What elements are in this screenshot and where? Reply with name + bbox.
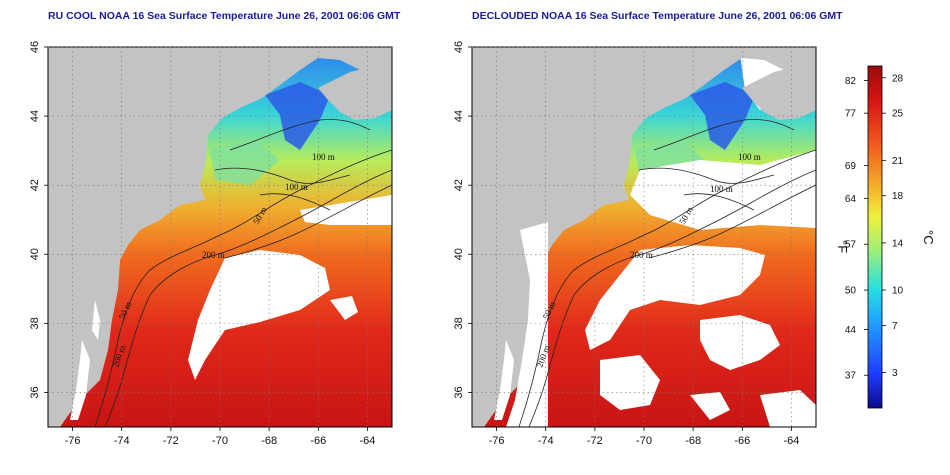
coastline-land xyxy=(48,47,392,427)
cloud-mask xyxy=(630,150,816,230)
lat-tick-label: 38 xyxy=(453,317,465,329)
celsius-unit-label: °C xyxy=(921,230,936,245)
cloud-mask xyxy=(700,315,780,370)
no-data-area xyxy=(506,222,548,427)
lon-tick-label: -68 xyxy=(261,435,277,447)
lon-tick-label: -76 xyxy=(65,435,81,447)
bay-water xyxy=(92,300,100,340)
lon-tick-label: -64 xyxy=(359,435,375,447)
cold-water-patch xyxy=(690,82,755,150)
celsius-tick-label: 25 xyxy=(892,109,904,120)
celsius-tick-label: 28 xyxy=(892,73,904,84)
lon-tick-label: -64 xyxy=(783,435,799,447)
lon-tick-label: -66 xyxy=(310,435,326,447)
mid-temp-patch xyxy=(210,140,280,185)
celsius-tick-label: 18 xyxy=(892,191,904,202)
lat-tick-label: 42 xyxy=(453,179,465,191)
lat-tick-label: 44 xyxy=(453,110,465,122)
lat-tick-label: 36 xyxy=(29,386,41,398)
fahrenheit-tick-label: 82 xyxy=(845,76,857,87)
celsius-tick-label: 21 xyxy=(892,156,904,167)
right-panel-title: DECLOUDED NOAA 16 Sea Surface Temperatur… xyxy=(472,10,843,22)
lat-tick-label: 38 xyxy=(29,317,41,329)
fahrenheit-tick-label: 77 xyxy=(845,109,857,120)
cloud-mask xyxy=(585,245,765,350)
lat-tick-label: 42 xyxy=(29,179,41,191)
lon-tick-label: -72 xyxy=(163,435,179,447)
contour-label: 100 m xyxy=(710,184,733,194)
fahrenheit-tick-label: 44 xyxy=(845,325,857,336)
lat-tick-label: 44 xyxy=(29,110,41,122)
right-graticule xyxy=(472,46,816,427)
celsius-scale: 28 25 21 18 14 10 7 3 xyxy=(882,73,904,379)
lat-tick-label: 40 xyxy=(453,248,465,260)
right-map-panel: 100 m 100 m 50 m 200 m 50 m 200 m -76 -74… xyxy=(453,41,817,447)
lat-tick-label: 46 xyxy=(453,41,465,53)
lon-tick-label: -74 xyxy=(538,435,554,447)
right-axes: -76 -74 -72 -70 -68 -66 -64 46 44 42 40 38 36 xyxy=(453,41,799,447)
left-axes: -76 -74 -72 -70 -68 -66 -64 46 44 42 40 38 36 xyxy=(29,41,375,447)
celsius-tick-label: 14 xyxy=(892,238,904,249)
left-graticule xyxy=(48,46,392,427)
contour-label: 100 m xyxy=(738,152,761,162)
contour-label: 200 m xyxy=(202,250,225,260)
lon-tick-label: -74 xyxy=(114,435,130,447)
contour-label: 100 m xyxy=(285,182,308,192)
contour-label: 100 m xyxy=(312,152,335,162)
cloud-area xyxy=(330,296,358,320)
cloud-mask xyxy=(600,355,660,410)
lon-tick-label: -68 xyxy=(685,435,701,447)
celsius-tick-label: 3 xyxy=(892,368,898,379)
colorbar: 82 77 69 64 57 50 44 37 28 25 21 18 14 10 7 3 °F °C xyxy=(835,65,936,409)
lat-tick-label: 46 xyxy=(29,41,41,53)
lat-tick-label: 40 xyxy=(29,248,41,260)
fahrenheit-scale: 82 77 69 64 57 50 44 37 xyxy=(845,76,868,382)
fahrenheit-unit-label: °F xyxy=(835,240,850,253)
lat-tick-label: 36 xyxy=(453,386,465,398)
lon-tick-label: -70 xyxy=(636,435,652,447)
cold-water-patch xyxy=(265,82,330,150)
fahrenheit-tick-label: 57 xyxy=(845,240,857,251)
bay-water xyxy=(494,340,514,420)
lon-tick-label: -72 xyxy=(587,435,603,447)
fahrenheit-tick-label: 64 xyxy=(845,194,857,205)
bay-water xyxy=(70,340,90,420)
left-panel-title: RU COOL NOAA 16 Sea Surface Temperature … xyxy=(48,10,401,22)
coastline-land xyxy=(472,47,816,427)
lon-tick-label: -66 xyxy=(734,435,750,447)
contour-label: 200 m xyxy=(630,250,653,260)
cloud-mask xyxy=(690,392,730,420)
bathymetry-contours xyxy=(94,119,392,427)
land-nova-scotia xyxy=(318,62,392,120)
celsius-tick-label: 10 xyxy=(892,286,904,297)
fahrenheit-tick-label: 37 xyxy=(845,371,857,382)
fahrenheit-tick-label: 69 xyxy=(845,161,857,172)
lon-tick-label: -70 xyxy=(212,435,228,447)
lon-tick-label: -76 xyxy=(489,435,505,447)
left-map-panel: 100 m 100 m 50 m 200 m 50 m 200 m -76 -74… xyxy=(29,41,393,447)
fahrenheit-tick-label: 50 xyxy=(845,286,857,297)
celsius-tick-label: 7 xyxy=(892,321,898,332)
cloud-area xyxy=(188,250,330,380)
colorbar-ramp xyxy=(867,65,883,409)
land-nova-scotia xyxy=(742,62,816,120)
cloud-area xyxy=(300,195,392,225)
cloud-mask xyxy=(760,390,816,427)
